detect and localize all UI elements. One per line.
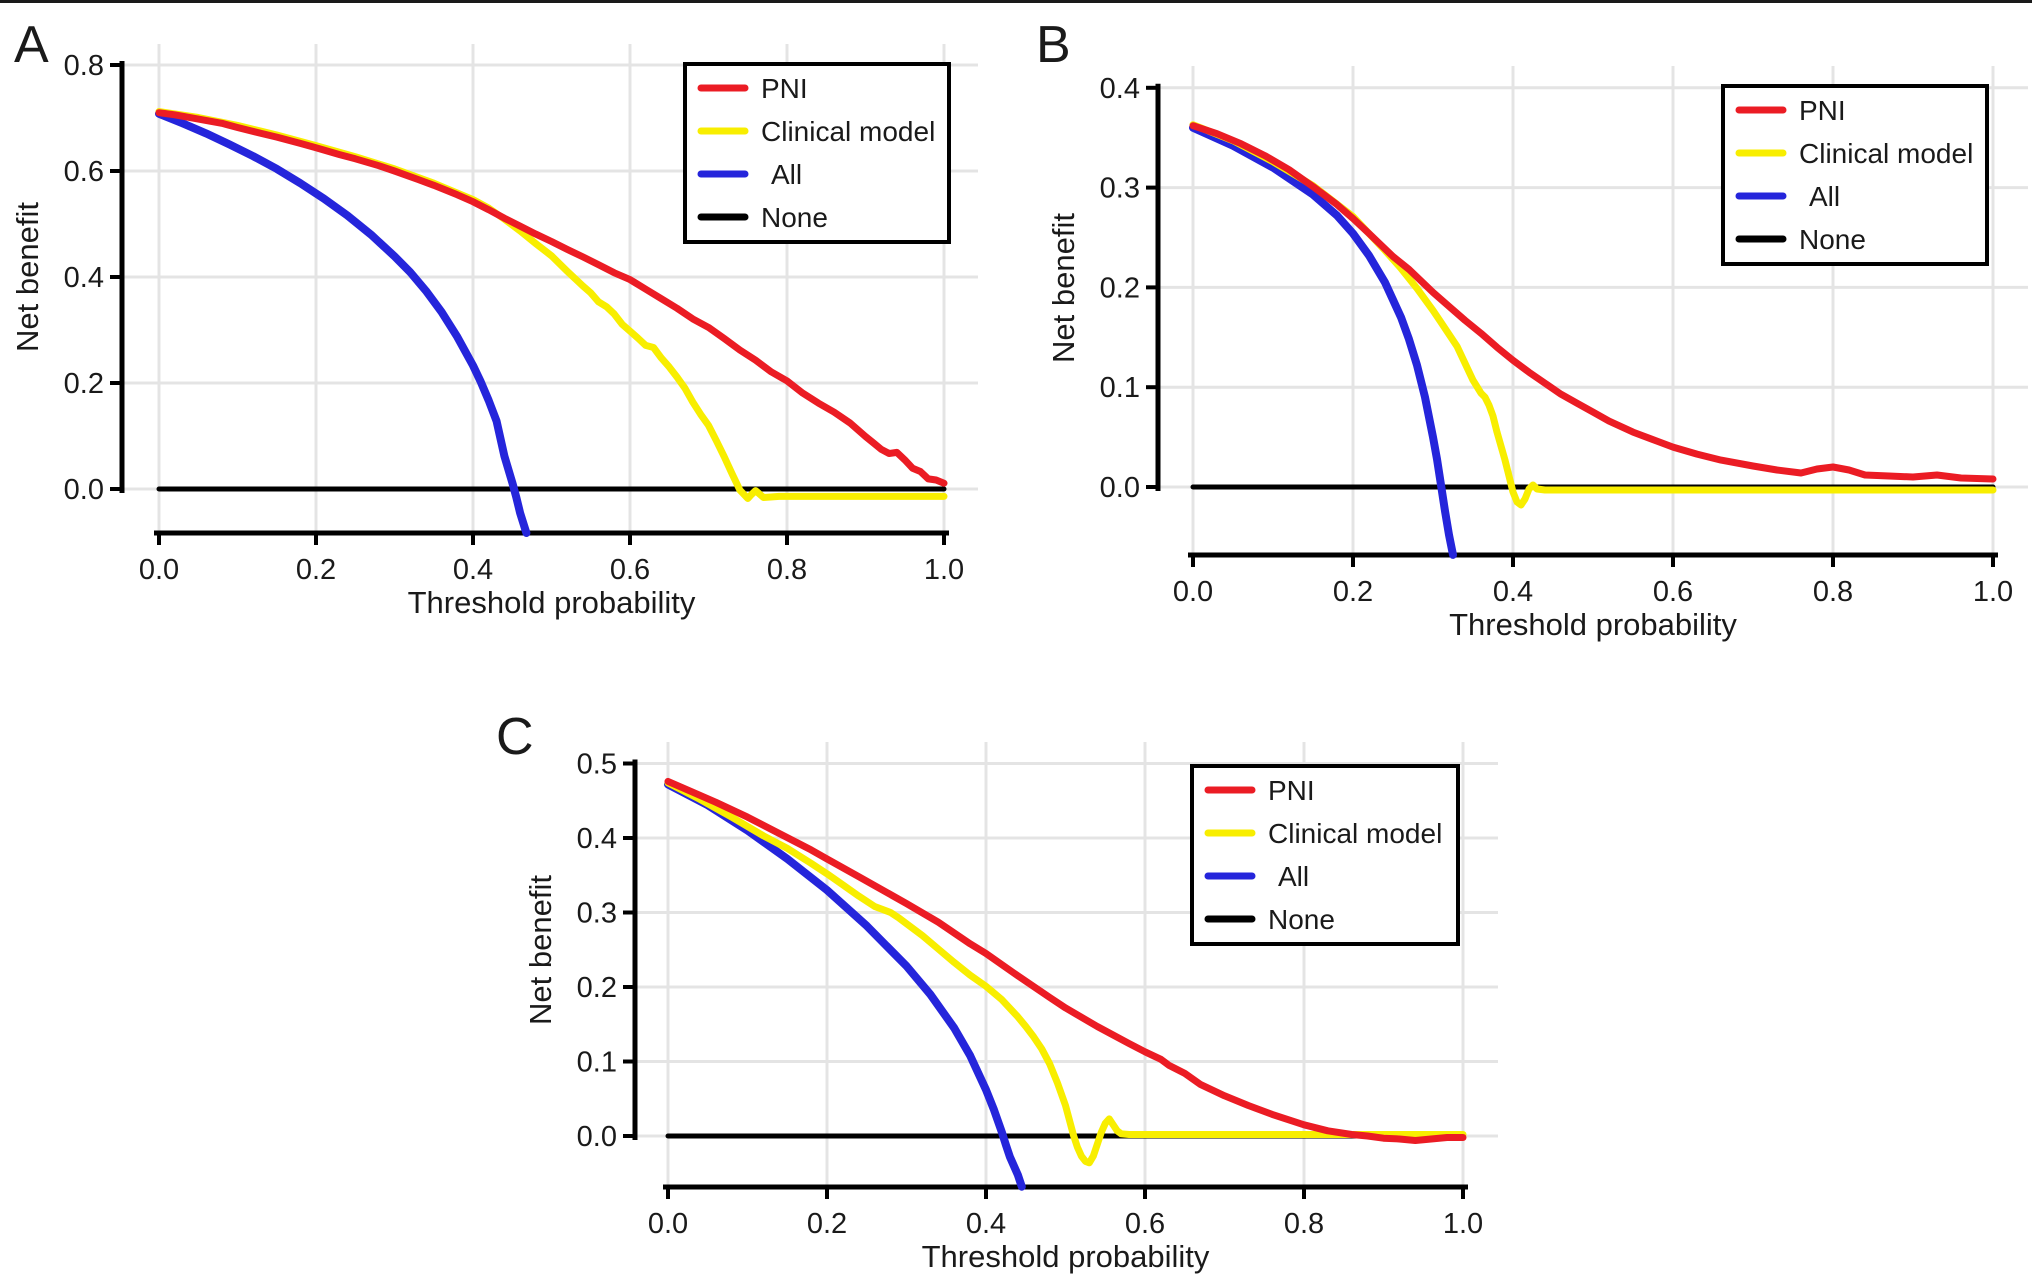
grid [1158,66,2028,555]
curve-all [1189,123,1457,559]
y-tick-label: 0.8 [64,50,104,82]
panel-letter-a: A [14,16,49,74]
y-tick-label: 0.5 [577,749,617,781]
x-tick-label: 0.6 [1653,576,1693,608]
y-tick-label: 0.2 [64,368,104,400]
curve-clinical-model [664,779,1467,1167]
curves [155,108,948,537]
y-tick-label: 0.2 [1100,272,1140,304]
curves [664,777,1467,1191]
legend-label-pni: PNI [1799,95,1846,126]
y-tick-label: 0.4 [577,823,617,855]
x-axis-title: Threshold probability [1449,607,1737,642]
y-axis-title: Net benefit [523,875,558,1025]
legend-label-pni: PNI [1268,775,1315,806]
legend-box [1721,84,1989,266]
x-tick-label: 0.8 [767,554,807,586]
x-tick-label: 0.0 [648,1208,688,1240]
curve-pni [1189,122,1997,483]
panel-letter-c: C [496,708,534,766]
x-tick-label: 0.8 [1284,1208,1324,1240]
legend-label-all: All [1278,861,1309,892]
y-axis-title: Net benefit [10,202,45,352]
y-tick-label: 0.3 [577,898,617,930]
legend-box [683,62,951,244]
y-tick-label: 0.4 [1100,73,1140,105]
x-tick-label: 0.0 [139,554,179,586]
x-axis-title: Threshold probability [922,1239,1210,1274]
legend-label-clinical-model: Clinical model [1268,818,1442,849]
x-tick-label: 1.0 [1973,576,2013,608]
x-tick-label: 0.2 [807,1208,847,1240]
curve-pni [664,777,1467,1144]
y-tick-label: 0.6 [64,156,104,188]
legend-label-clinical-model: Clinical model [761,116,935,147]
legend-label-none: None [761,202,828,233]
x-tick-label: 0.2 [296,554,336,586]
legend-label-clinical-model: Clinical model [1799,138,1973,169]
y-tick-label: 0.0 [64,474,104,506]
legend: PNI Clinical model All None [683,62,951,244]
legend: PNI Clinical model All None [1190,764,1460,946]
y-tick-label: 0.1 [1100,372,1140,404]
y-tick-label: 0.2 [577,972,617,1004]
panel-letter-b: B [1036,16,1071,74]
x-tick-label: 0.4 [966,1208,1006,1240]
legend: PNI Clinical model All None [1721,84,1989,266]
legend-label-none: None [1799,224,1866,255]
legend-label-all: All [771,159,802,190]
y-tick-label: 0.4 [64,262,104,294]
x-tick-label: 0.6 [1125,1208,1165,1240]
y-tick-label: 0.0 [1100,472,1140,504]
curve-pni [155,109,948,487]
y-axis-title: Net benefit [1046,213,1081,363]
legend-label-pni: PNI [761,73,808,104]
y-tick-label: 0.1 [577,1047,617,1079]
y-tick-label: 0.3 [1100,173,1140,205]
curve-all [664,780,1026,1191]
x-tick-label: 1.0 [1443,1208,1483,1240]
legend-label-all: All [1809,181,1840,212]
curves [1189,121,1997,559]
curve-all [155,109,531,537]
x-axis-title: Threshold probability [408,585,696,620]
figure-top-border [0,0,2032,3]
y-tick-label: 0.0 [577,1121,617,1153]
x-tick-label: 1.0 [924,554,964,586]
x-tick-label: 0.4 [453,554,493,586]
x-tick-label: 0.6 [610,554,650,586]
x-tick-label: 0.0 [1173,576,1213,608]
legend-box [1190,764,1460,946]
x-tick-label: 0.8 [1813,576,1853,608]
legend-label-none: None [1268,904,1335,935]
x-tick-label: 0.4 [1493,576,1533,608]
x-tick-label: 0.2 [1333,576,1373,608]
